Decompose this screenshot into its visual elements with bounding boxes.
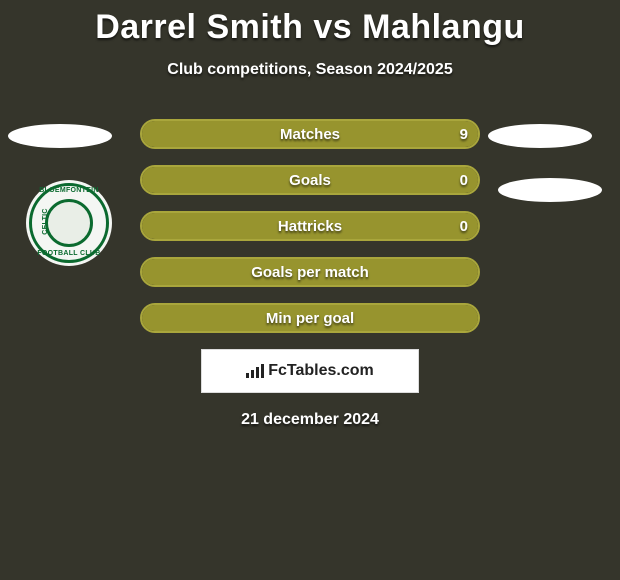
stat-row: Hattricks 0: [140, 211, 480, 241]
watermark-text: FcTables.com: [268, 362, 374, 380]
date-text: 21 december 2024: [0, 411, 620, 429]
crest-left-text: CELTIC: [42, 208, 49, 235]
crest-bottom-text: FOOTBALL CLUB: [37, 250, 100, 257]
page-title: Darrel Smith vs Mahlangu: [0, 0, 620, 47]
stat-row: Min per goal: [140, 303, 480, 333]
chart-icon: [246, 364, 264, 378]
player-photo-left: [8, 124, 112, 148]
club-crest-left: BLOEMFONTEIN FOOTBALL CLUB CELTIC: [26, 180, 112, 266]
subtitle: Club competitions, Season 2024/2025: [0, 61, 620, 79]
stats-container: Matches 9 Goals 0 Hattricks 0 Goals per match M…: [140, 119, 480, 333]
watermark-label: FcTables.com: [246, 362, 374, 380]
stat-value-right: 0: [460, 172, 468, 189]
watermark[interactable]: FcTables.com: [201, 349, 419, 393]
club-logo-right: [498, 178, 602, 202]
player-photo-right: [488, 124, 592, 148]
stat-label: Min per goal: [266, 310, 354, 327]
stat-value-right: 0: [460, 218, 468, 235]
crest-inner-circle: [45, 199, 93, 247]
stat-row: Matches 9: [140, 119, 480, 149]
stat-row: Goals per match: [140, 257, 480, 287]
stat-label: Goals per match: [251, 264, 369, 281]
stat-label: Goals: [289, 172, 331, 189]
stat-label: Matches: [280, 126, 340, 143]
crest-top-text: BLOEMFONTEIN: [39, 187, 99, 194]
stat-row: Goals 0: [140, 165, 480, 195]
stat-label: Hattricks: [278, 218, 342, 235]
stat-value-right: 9: [460, 126, 468, 143]
